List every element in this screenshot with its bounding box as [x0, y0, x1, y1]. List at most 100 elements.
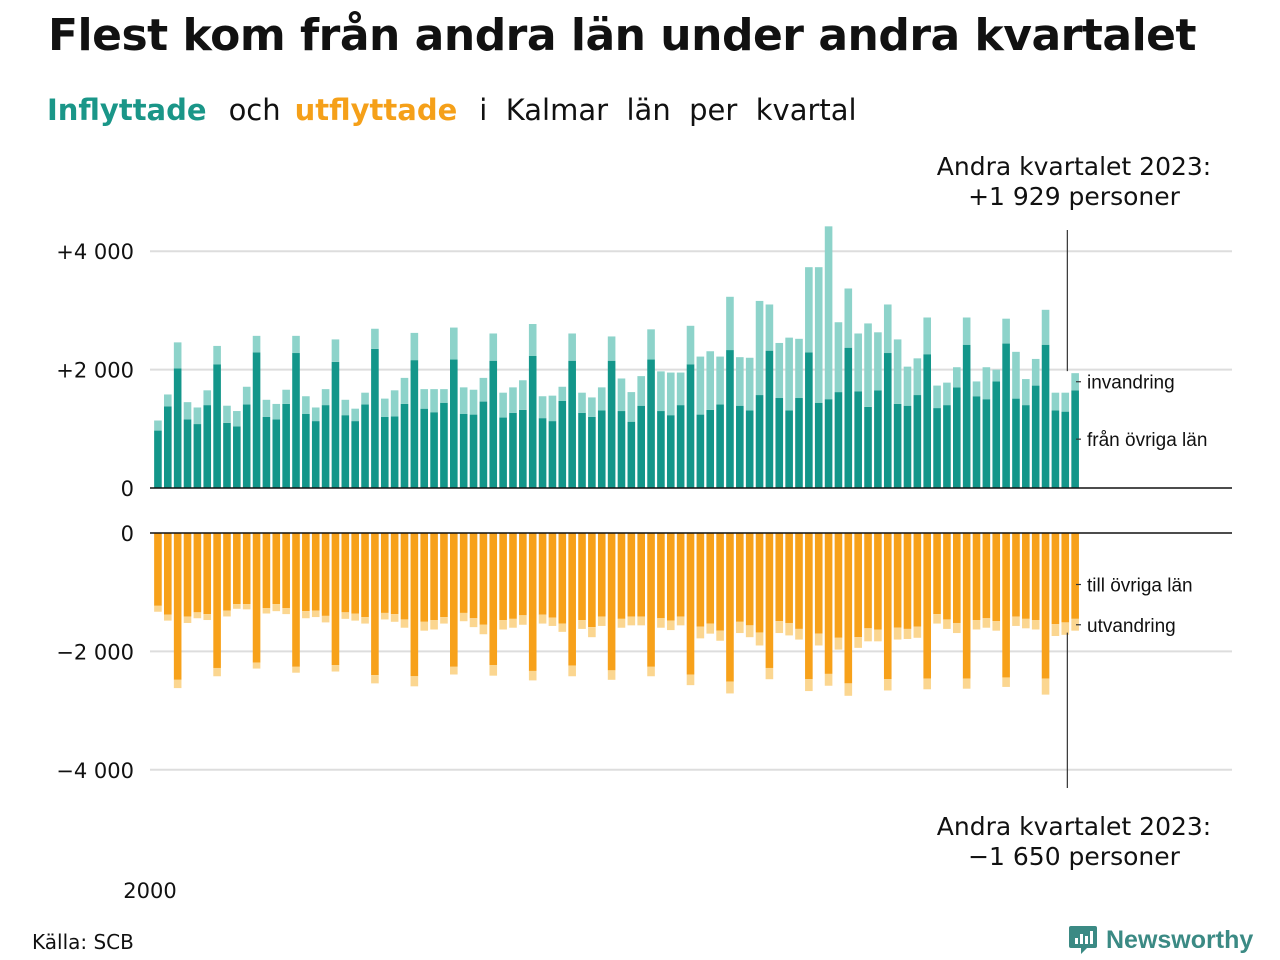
bar-out-domestic [716, 533, 724, 631]
bar-out-emigration [302, 611, 310, 619]
bar-out-domestic [509, 533, 517, 619]
bar-out-domestic [519, 533, 527, 616]
bar-out-emigration [1071, 618, 1079, 631]
bar-in-domestic [903, 405, 912, 488]
bar-in-domestic [666, 415, 675, 488]
bar-out-domestic [676, 533, 685, 617]
bar-in-domestic [943, 405, 951, 488]
source-note: Källa: SCB [32, 930, 134, 954]
bar-out-emigration [183, 616, 192, 623]
bar-out-domestic [528, 533, 537, 671]
bar-out-emigration [1051, 624, 1060, 637]
bar-out-emigration [272, 604, 281, 612]
bar-in-domestic [272, 419, 281, 488]
bar-in-immigration [410, 332, 419, 361]
bar-in-domestic [440, 402, 448, 488]
bar-out-domestic [252, 533, 261, 663]
bar-in-immigration [726, 296, 734, 351]
bar-out-emigration [1041, 678, 1050, 695]
bar-out-emigration [903, 628, 912, 639]
bar-out-emigration [459, 612, 468, 622]
bar-in-immigration [696, 356, 705, 415]
bar-in-immigration [499, 392, 507, 418]
bar-out-emigration [952, 622, 961, 634]
bar-out-domestic [1031, 533, 1040, 621]
annotation-in-line2: +1 929 personer [968, 182, 1181, 211]
bar-in-domestic [400, 403, 409, 488]
bar-in-domestic [371, 348, 379, 488]
bar-out-emigration [400, 619, 409, 628]
bar-in-immigration [262, 399, 271, 417]
bar-out-domestic [745, 533, 754, 626]
bar-out-domestic [726, 533, 734, 682]
brand-logo[interactable]: Newsworthy [1068, 924, 1253, 956]
bar-in-immigration [173, 342, 182, 369]
annotation-out-line2: −1 650 personer [968, 842, 1181, 871]
bar-out-emigration [351, 613, 359, 621]
bar-in-immigration [903, 366, 912, 406]
bar-in-immigration [1071, 373, 1079, 391]
bar-out-domestic [479, 533, 488, 625]
bar-in-domestic [1041, 344, 1050, 488]
bar-in-immigration [607, 336, 616, 361]
bar-in-domestic [450, 359, 458, 488]
bar-in-immigration [676, 372, 685, 406]
bar-in-domestic [390, 416, 399, 488]
bar-out-domestic [420, 533, 429, 622]
bar-in-immigration [519, 380, 527, 410]
bar-out-domestic [893, 533, 902, 628]
bar-in-domestic [805, 352, 813, 488]
bar-in-immigration [706, 351, 715, 410]
bar-in-immigration [163, 394, 172, 407]
bar-in-domestic [469, 414, 478, 488]
chart-canvas: 0 +2 000 +4 000 0 −2 000 −4 000 Andra kvartale… [56, 152, 1232, 903]
bar-in-domestic [489, 360, 498, 488]
bar-out-emigration [657, 618, 665, 628]
bar-in-domestic [459, 414, 468, 488]
bar-in-immigration [824, 226, 833, 400]
bar-out-emigration [588, 627, 596, 638]
legend-utvandring: utvandring [1087, 616, 1176, 637]
bar-out-emigration [607, 670, 616, 680]
bar-in-immigration [982, 367, 991, 400]
bar-out-domestic [834, 533, 843, 638]
bar-out-emigration [558, 623, 567, 632]
bar-out-domestic [627, 533, 636, 617]
bar-out-domestic [903, 533, 912, 629]
bar-out-domestic [193, 533, 202, 613]
bar-in-immigration [755, 300, 764, 396]
bar-in-immigration [390, 390, 399, 417]
bar-in-domestic [509, 412, 517, 488]
annotation-out-line1: Andra kvartalet 2023: [937, 812, 1211, 841]
bar-in-immigration [272, 403, 281, 420]
bar-out-domestic [864, 533, 872, 629]
bar-in-domestic [302, 414, 310, 488]
bar-out-emigration [311, 610, 320, 618]
bar-in-immigration [1022, 379, 1030, 406]
bar-in-domestic [765, 350, 774, 488]
bar-out-emigration [282, 608, 290, 615]
bar-out-emigration [173, 679, 182, 689]
bar-in-domestic [647, 359, 655, 488]
bar-out-emigration [972, 620, 981, 630]
bar-in-domestic [834, 392, 843, 488]
bar-out-domestic [450, 533, 458, 667]
bar-out-emigration [361, 617, 369, 624]
bar-in-immigration [844, 288, 853, 348]
bar-in-immigration [341, 399, 350, 416]
bar-out-emigration [874, 629, 882, 642]
bar-in-domestic [499, 417, 507, 488]
bar-in-immigration [952, 367, 961, 388]
bar-out-emigration [548, 617, 557, 626]
bar-in-immigration [469, 389, 478, 415]
bar-in-immigration [193, 407, 202, 425]
bar-out-domestic [548, 533, 557, 618]
bar-out-emigration [213, 667, 221, 677]
bar-out-emigration [824, 673, 833, 686]
bar-in-domestic [657, 411, 665, 488]
bar-in-immigration [657, 371, 665, 412]
bar-out-emigration [844, 683, 853, 696]
bar-in-immigration [420, 389, 429, 409]
bar-in-immigration [203, 390, 212, 406]
bar-out-domestic [223, 533, 231, 611]
